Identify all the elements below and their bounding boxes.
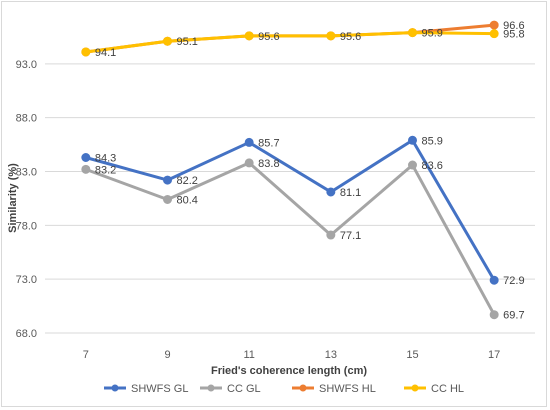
y-tick-label: 68.0 — [16, 328, 37, 340]
legend-marker — [111, 384, 119, 392]
data-point — [81, 47, 91, 57]
data-point — [408, 28, 417, 38]
gridlines — [45, 63, 535, 334]
data-point — [489, 275, 499, 285]
x-axis-title: Fried's coherence length (cm) — [211, 365, 367, 377]
data-label: 95.1 — [177, 36, 198, 48]
data-point — [408, 135, 417, 145]
y-tick-label: 83.0 — [16, 167, 37, 179]
data-point — [244, 158, 254, 168]
data-label: 95.9 — [422, 28, 443, 40]
data-point — [163, 36, 172, 46]
data-label: 82.2 — [177, 175, 198, 187]
data-label: 81.1 — [340, 187, 361, 199]
data-label: 96.6 — [503, 20, 524, 32]
data-label: 69.7 — [503, 310, 524, 322]
data-label: 95.8 — [503, 29, 524, 41]
y-tick-label: 88.0 — [16, 113, 37, 125]
data-point — [244, 31, 254, 41]
legend-marker — [299, 384, 307, 392]
data-point — [81, 153, 91, 163]
x-tick-label: 9 — [164, 349, 170, 361]
data-label: 84.3 — [95, 153, 116, 165]
data-point — [163, 175, 172, 185]
x-tick-label: 7 — [83, 349, 89, 361]
data-label: 80.4 — [177, 194, 198, 206]
data-point — [489, 29, 499, 39]
data-label: 94.1 — [95, 47, 116, 59]
data-labels: 84.3 82.2 85.7 81.1 85.9 72.9 83.2 80.4 83.8 77.1… — [95, 20, 525, 322]
data-label: 95.6 — [340, 31, 361, 43]
x-tick-labels: 7 9 11 13 15 17 — [83, 349, 501, 361]
data-label: 77.1 — [340, 230, 361, 242]
y-axis-title: Similarity (%) — [7, 163, 19, 233]
data-point — [326, 230, 336, 240]
x-tick-label: 11 — [243, 349, 254, 361]
series-line — [85, 31, 495, 54]
series-group — [81, 20, 499, 320]
y-tick-label: 78.0 — [16, 220, 37, 232]
y-tick-label: 93.0 — [16, 59, 37, 71]
data-label: 95.6 — [258, 31, 279, 43]
data-point — [326, 187, 336, 197]
legend-marker — [411, 384, 419, 392]
legend: SHWFS GL CC GL SHWFS HL CC HL — [104, 383, 464, 395]
data-label: 83.2 — [95, 164, 116, 176]
legend-entry: CC GL — [227, 383, 261, 395]
data-label: 85.9 — [422, 135, 443, 147]
x-tick-label: 17 — [488, 349, 500, 361]
data-point — [81, 164, 91, 174]
y-tick-label: 73.0 — [16, 274, 37, 286]
legend-entry: CC HL — [431, 383, 464, 395]
x-tick-label: 13 — [325, 349, 337, 361]
legend-marker — [207, 384, 215, 392]
data-label: 83.8 — [258, 158, 279, 170]
data-point — [326, 31, 336, 41]
legend-entry: SHWFS GL — [131, 383, 188, 395]
x-tick-label: 15 — [406, 349, 418, 361]
data-point — [489, 310, 499, 320]
data-point — [163, 194, 172, 204]
data-point — [489, 20, 499, 30]
series-line — [85, 161, 496, 316]
data-label: 72.9 — [503, 275, 524, 287]
series-line — [85, 138, 496, 281]
data-point — [408, 160, 417, 170]
y-tick-labels: 68.0 73.0 78.0 83.0 88.0 93.0 — [16, 59, 37, 340]
data-point — [244, 137, 254, 147]
legend-entry: SHWFS HL — [319, 383, 376, 395]
data-label: 85.7 — [258, 137, 279, 149]
data-label: 83.6 — [422, 160, 443, 172]
